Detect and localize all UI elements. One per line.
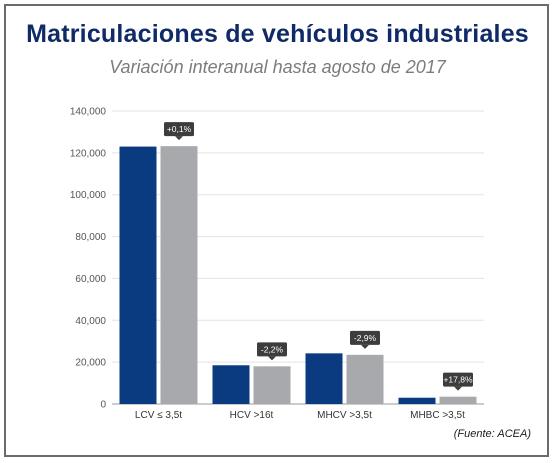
y-tick-label: 60,000 bbox=[75, 274, 106, 285]
data-label: -2,2% bbox=[261, 344, 284, 354]
bar-series-1 bbox=[119, 146, 157, 405]
y-tick-label: 140,000 bbox=[70, 107, 107, 118]
data-label-box bbox=[350, 330, 380, 345]
bar-series-2 bbox=[253, 366, 291, 404]
y-tick-label: 80,000 bbox=[75, 232, 106, 243]
bar-series-2 bbox=[439, 396, 477, 404]
bar-series-2 bbox=[346, 354, 384, 404]
bar-series-1 bbox=[305, 353, 343, 404]
category-label: HCV >16t bbox=[230, 410, 274, 421]
category-labels: LCV ≤ 3,5t HCV >16t MHCV >3,5t MHBC >3,5t bbox=[135, 410, 465, 421]
data-labels: +0,1% -2,2% -2,9% +17,8% bbox=[164, 122, 473, 391]
data-label-box bbox=[164, 122, 194, 137]
bar-series-1 bbox=[398, 397, 436, 404]
bars bbox=[119, 146, 477, 405]
y-tick-label: 20,000 bbox=[75, 358, 106, 369]
category-label: MHBC >3,5t bbox=[410, 410, 465, 421]
bar-series-1 bbox=[212, 365, 250, 404]
y-tick-label: 120,000 bbox=[70, 148, 107, 159]
data-label-box bbox=[257, 342, 287, 357]
category-label: MHCV >3,5t bbox=[317, 410, 372, 421]
data-label: -2,9% bbox=[354, 333, 377, 343]
data-label: +0,1% bbox=[167, 124, 192, 134]
data-label-pointer bbox=[454, 386, 462, 391]
data-label-pointer bbox=[175, 136, 183, 141]
y-tick-label: 100,000 bbox=[70, 190, 107, 201]
chart-title: Matriculaciones de vehículos industriale… bbox=[26, 20, 529, 48]
data-label-pointer bbox=[361, 344, 369, 349]
data-label-pointer bbox=[268, 356, 276, 361]
y-tick-label: 0 bbox=[100, 400, 106, 411]
y-axis-ticks: 0 20,000 40,000 60,000 80,000 100,000 120,000 1… bbox=[70, 107, 107, 411]
bar-series-2 bbox=[160, 146, 198, 404]
y-tick-label: 40,000 bbox=[75, 316, 106, 327]
category-label: LCV ≤ 3,5t bbox=[135, 410, 182, 421]
source-note: (Fuente: ACEA) bbox=[453, 428, 531, 440]
chart-subtitle: Variación interanual hasta agosto de 201… bbox=[109, 57, 446, 77]
data-label: +17,8% bbox=[443, 375, 473, 385]
data-label-box bbox=[443, 372, 473, 387]
